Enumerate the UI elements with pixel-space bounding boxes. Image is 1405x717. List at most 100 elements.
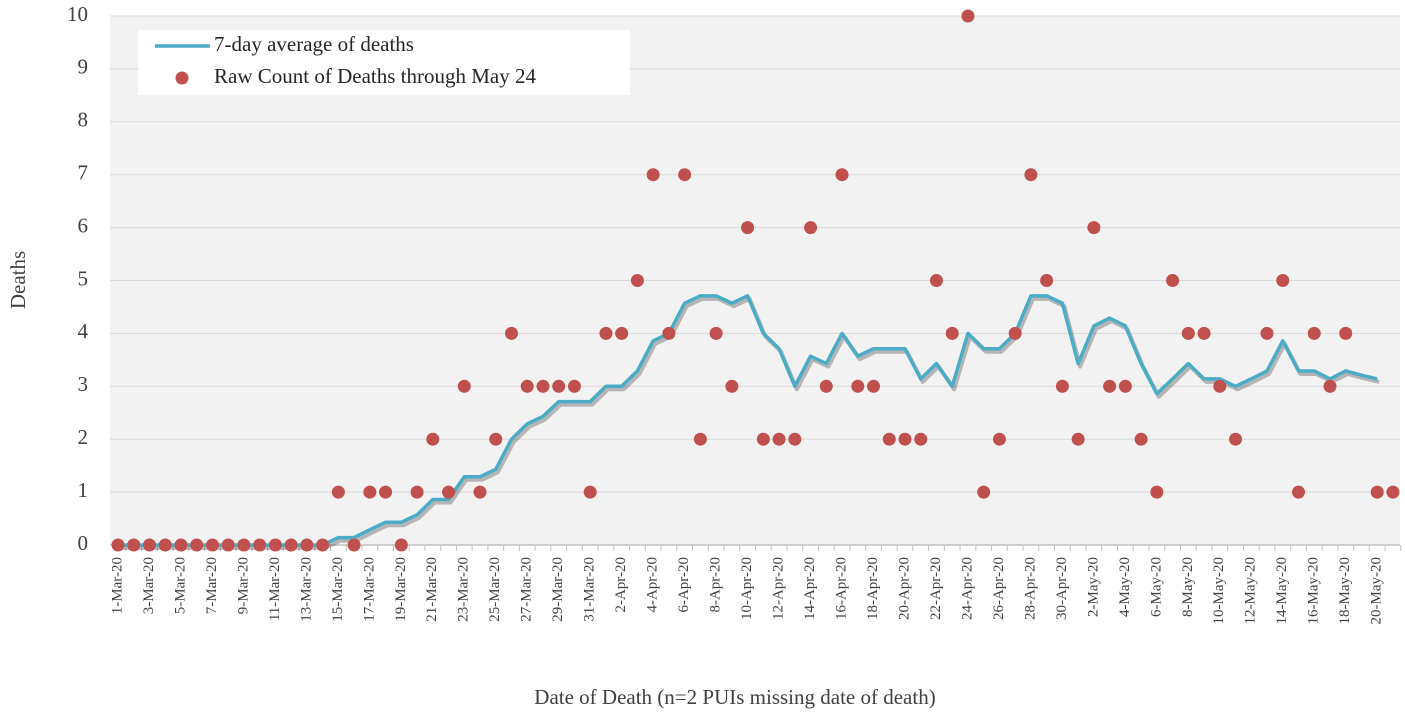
dot — [567, 379, 581, 393]
x-tick-label: 24-Apr-20 — [959, 557, 975, 620]
dot — [741, 221, 755, 235]
dot — [457, 379, 471, 393]
x-tick-label: 15-Mar-20 — [330, 557, 346, 622]
dot — [1181, 326, 1195, 340]
y-tick-label: 2 — [78, 425, 89, 449]
dot — [709, 326, 723, 340]
x-tick-label: 28-Apr-20 — [1022, 557, 1038, 620]
x-tick-label: 26-Apr-20 — [991, 557, 1007, 620]
dot — [410, 485, 424, 499]
x-tick-label: 16-May-20 — [1306, 557, 1322, 625]
x-tick-label: 11-Mar-20 — [267, 557, 283, 621]
x-tick-label: 9-Mar-20 — [235, 557, 251, 614]
dot — [363, 485, 377, 499]
x-tick-label: 20-Apr-20 — [896, 557, 912, 620]
y-tick-label: 7 — [78, 161, 89, 185]
legend-label: 7-day average of deaths — [214, 32, 414, 56]
y-tick-label: 0 — [78, 531, 89, 555]
dot — [1197, 326, 1211, 340]
dot — [300, 538, 314, 552]
y-tick-label: 10 — [67, 2, 88, 26]
x-tick-label: 19-Mar-20 — [393, 557, 409, 622]
dot — [867, 379, 881, 393]
dot — [662, 326, 676, 340]
x-tick-label: 23-Mar-20 — [456, 557, 472, 622]
dot — [992, 432, 1006, 446]
grid: 0 1 2 3 4 5 6 7 8 9 10 1-Mar-20 3-Mar-20 5-Mar-20 7-Ma… — [67, 2, 1402, 625]
dot — [851, 379, 865, 393]
x-tick-label: 1-Mar-20 — [109, 557, 125, 614]
x-tick-label: 8-May-20 — [1180, 557, 1196, 617]
dot — [725, 379, 739, 393]
dot — [489, 432, 503, 446]
dot — [394, 538, 408, 552]
x-tick-label: 6-Apr-20 — [676, 557, 692, 613]
dot — [646, 168, 660, 182]
x-tick-label: 22-Apr-20 — [928, 557, 944, 620]
x-tick-label: 2-May-20 — [1085, 557, 1101, 617]
x-tick-label: 13-Mar-20 — [298, 557, 314, 622]
dot — [127, 538, 141, 552]
dot — [347, 538, 361, 552]
dot — [426, 432, 440, 446]
x-tick-label: 31-Mar-20 — [582, 557, 598, 622]
dot — [756, 432, 770, 446]
dot — [111, 538, 125, 552]
dot — [331, 485, 345, 499]
dot — [536, 379, 550, 393]
x-tick-label: 8-Apr-20 — [708, 557, 724, 613]
dot — [205, 538, 219, 552]
marks — [111, 9, 1400, 552]
dot — [693, 432, 707, 446]
x-tick-label: 20-May-20 — [1369, 557, 1385, 625]
x-tick-label: 6-May-20 — [1148, 557, 1164, 617]
dot — [819, 379, 833, 393]
dot — [835, 168, 849, 182]
y-tick-label: 8 — [78, 108, 89, 132]
dot — [379, 485, 393, 499]
dot — [505, 326, 518, 340]
y-tick-label: 6 — [78, 213, 89, 237]
dot — [1276, 274, 1290, 287]
x-tick-label: 30-Apr-20 — [1054, 557, 1070, 620]
dot — [1150, 485, 1164, 499]
y-tick-label: 4 — [78, 319, 89, 343]
dot — [945, 326, 959, 340]
dot — [1071, 432, 1085, 446]
dot — [268, 538, 282, 552]
x-tick-label: 3-Mar-20 — [141, 557, 157, 614]
dot — [1118, 379, 1132, 393]
dot — [221, 538, 235, 552]
dot — [882, 432, 896, 446]
x-tick-label: 18-May-20 — [1337, 557, 1353, 625]
dot — [1307, 326, 1321, 340]
dot — [174, 538, 188, 552]
x-tick-label: 10-Apr-20 — [739, 557, 755, 620]
dot — [977, 485, 991, 499]
dot — [1229, 432, 1243, 446]
dot — [1323, 379, 1337, 393]
dot — [552, 379, 566, 393]
dot — [772, 432, 786, 446]
dot — [442, 485, 456, 499]
dot — [1040, 274, 1054, 287]
y-tick-label: 5 — [78, 266, 89, 290]
legend: 7-day average of deaths Raw Count of Deat… — [138, 30, 630, 95]
dot — [961, 9, 975, 23]
x-tick-label: 4-Apr-20 — [645, 557, 661, 613]
dot — [473, 485, 487, 499]
dot — [158, 538, 172, 552]
x-tick-label: 12-Apr-20 — [771, 557, 787, 620]
dot — [1339, 326, 1353, 340]
dot — [1103, 379, 1117, 393]
x-tick-label: 12-May-20 — [1243, 557, 1259, 625]
legend-box — [138, 30, 630, 95]
dot — [1292, 485, 1305, 499]
legend-label: Raw Count of Deaths through May 24 — [214, 64, 536, 88]
dot — [583, 485, 597, 499]
dot — [630, 274, 644, 287]
y-tick-label: 3 — [78, 372, 89, 396]
dot — [253, 538, 267, 552]
dot — [237, 538, 251, 552]
dot — [898, 432, 912, 446]
